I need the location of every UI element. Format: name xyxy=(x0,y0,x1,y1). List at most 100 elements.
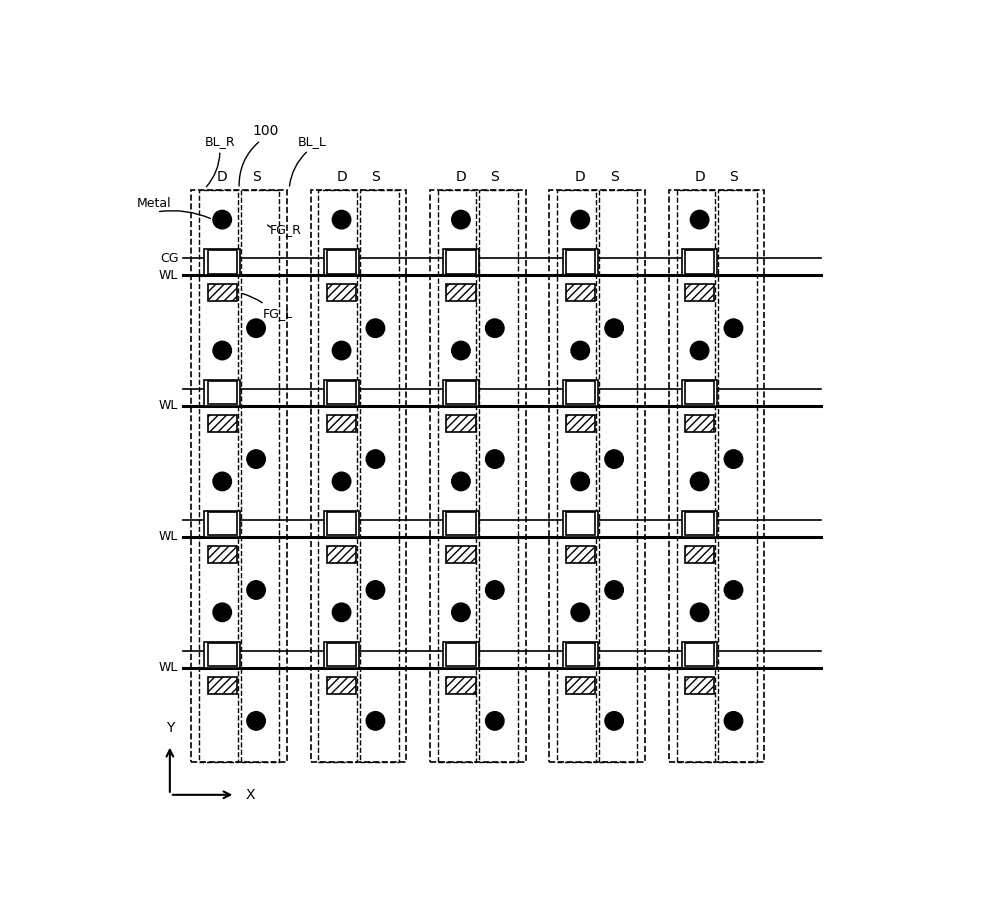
Text: Metal: Metal xyxy=(137,198,171,210)
Bar xyxy=(327,512,356,536)
Bar xyxy=(327,415,356,432)
Circle shape xyxy=(247,581,265,599)
Circle shape xyxy=(247,711,265,730)
Circle shape xyxy=(605,581,623,599)
Bar xyxy=(360,190,399,763)
Bar xyxy=(430,190,526,763)
Bar xyxy=(199,190,238,763)
Text: 100: 100 xyxy=(253,124,279,138)
Bar xyxy=(682,249,717,275)
Circle shape xyxy=(690,603,709,621)
Text: WL: WL xyxy=(159,662,178,675)
Circle shape xyxy=(452,603,470,621)
Circle shape xyxy=(247,449,265,469)
Circle shape xyxy=(690,472,709,491)
Circle shape xyxy=(605,711,623,730)
Bar xyxy=(566,546,595,563)
Circle shape xyxy=(213,341,231,359)
Bar xyxy=(685,381,714,404)
Text: D: D xyxy=(456,170,466,184)
Text: D: D xyxy=(217,170,228,184)
Bar xyxy=(718,190,757,763)
Bar xyxy=(208,415,237,432)
Text: S: S xyxy=(729,170,738,184)
Text: CG: CG xyxy=(160,252,178,265)
Circle shape xyxy=(366,319,385,337)
Bar xyxy=(327,284,356,301)
Bar xyxy=(327,250,356,274)
Bar xyxy=(324,641,359,668)
Bar xyxy=(443,641,479,668)
Text: D: D xyxy=(336,170,347,184)
Text: S: S xyxy=(252,170,260,184)
Bar xyxy=(204,380,240,406)
Bar xyxy=(446,512,476,536)
Bar xyxy=(566,284,595,301)
Bar xyxy=(566,677,595,694)
Circle shape xyxy=(605,319,623,337)
Text: S: S xyxy=(610,170,619,184)
Circle shape xyxy=(366,449,385,469)
Bar xyxy=(208,512,237,536)
Circle shape xyxy=(366,581,385,599)
Bar xyxy=(327,677,356,694)
Bar xyxy=(324,249,359,275)
Text: BL_L: BL_L xyxy=(298,135,327,148)
Text: D: D xyxy=(575,170,586,184)
Bar xyxy=(563,380,598,406)
Circle shape xyxy=(213,472,231,491)
Circle shape xyxy=(366,711,385,730)
Bar xyxy=(443,511,479,537)
Bar xyxy=(685,284,714,301)
Bar xyxy=(327,381,356,404)
Text: BL_R: BL_R xyxy=(205,135,235,148)
Bar xyxy=(204,511,240,537)
Bar xyxy=(446,284,476,301)
Bar xyxy=(324,511,359,537)
Bar xyxy=(563,511,598,537)
Bar xyxy=(685,643,714,666)
Bar xyxy=(566,415,595,432)
Bar xyxy=(324,380,359,406)
Circle shape xyxy=(690,341,709,359)
Bar xyxy=(327,643,356,666)
Circle shape xyxy=(332,472,351,491)
Bar xyxy=(446,677,476,694)
Text: WL: WL xyxy=(159,400,178,413)
Bar xyxy=(446,643,476,666)
Circle shape xyxy=(332,210,351,229)
Text: D: D xyxy=(694,170,705,184)
Circle shape xyxy=(724,319,743,337)
Bar xyxy=(446,250,476,274)
Bar xyxy=(446,415,476,432)
Bar xyxy=(208,284,237,301)
Circle shape xyxy=(332,341,351,359)
Bar xyxy=(208,677,237,694)
Circle shape xyxy=(486,711,504,730)
Circle shape xyxy=(605,449,623,469)
Bar xyxy=(549,190,645,763)
Circle shape xyxy=(690,210,709,229)
Bar xyxy=(311,190,406,763)
Bar xyxy=(566,643,595,666)
Circle shape xyxy=(571,603,590,621)
Bar xyxy=(208,381,237,404)
Bar xyxy=(685,415,714,432)
Bar xyxy=(563,641,598,668)
Text: S: S xyxy=(371,170,380,184)
Circle shape xyxy=(452,210,470,229)
Circle shape xyxy=(724,711,743,730)
Circle shape xyxy=(724,449,743,469)
Text: Y: Y xyxy=(166,720,174,735)
Bar xyxy=(438,190,476,763)
Bar xyxy=(443,249,479,275)
Text: FG_L: FG_L xyxy=(262,307,292,320)
Circle shape xyxy=(486,581,504,599)
Bar xyxy=(682,641,717,668)
Circle shape xyxy=(571,472,590,491)
Circle shape xyxy=(213,603,231,621)
Text: S: S xyxy=(490,170,499,184)
Circle shape xyxy=(332,603,351,621)
Bar xyxy=(566,512,595,536)
Circle shape xyxy=(486,449,504,469)
